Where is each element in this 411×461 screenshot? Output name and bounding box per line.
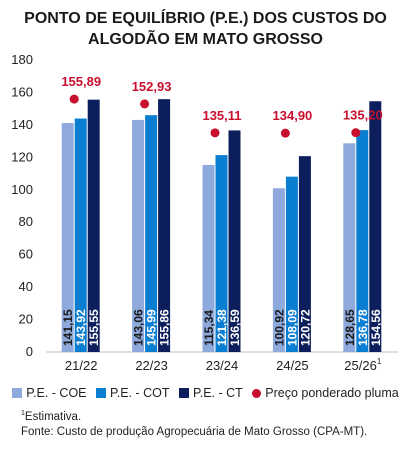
legend-item-preco: Preço ponderado pluma <box>252 385 399 400</box>
bar-value-label: 120,72 <box>298 309 312 346</box>
bar-value-label: 145,99 <box>145 309 159 346</box>
legend-marker-preco <box>252 388 262 398</box>
bar-value-label: 143,92 <box>74 309 88 346</box>
y-tick-label: 0 <box>26 344 33 359</box>
bar <box>215 155 228 352</box>
y-tick-label: 140 <box>11 117 33 132</box>
bar <box>202 164 215 352</box>
legend-item-cot: P.E. - COT <box>96 386 170 400</box>
bar <box>74 118 87 352</box>
x-tick-superscript: 1 <box>377 357 382 366</box>
y-tick-label: 40 <box>19 279 33 294</box>
y-tick-label: 20 <box>19 312 33 327</box>
price-point-label: 134,90 <box>273 108 313 123</box>
legend-swatch-ct <box>179 387 189 398</box>
price-point <box>140 99 150 109</box>
bar <box>145 115 158 352</box>
bar-value-label: 155,86 <box>158 309 172 346</box>
legend-label-preco: Preço ponderado pluma <box>265 385 399 400</box>
bar-value-label: 121,38 <box>215 309 229 346</box>
x-tick-label: 23/24 <box>206 358 239 373</box>
footnote: 1Estimativa. Fonte: Custo de produção Ag… <box>21 410 367 440</box>
bar <box>298 156 311 352</box>
bar-value-label: 155,55 <box>87 309 101 346</box>
bar <box>61 123 74 352</box>
price-point-label: 135,20 <box>343 108 383 123</box>
bar <box>285 176 298 352</box>
x-tick-label: 25/261 <box>344 357 382 373</box>
legend-label-coe: P.E. - COE <box>26 385 87 400</box>
price-point-label: 152,93 <box>132 79 172 94</box>
legend-label-ct: P.E. - CT <box>193 385 243 400</box>
bar <box>272 188 285 352</box>
bar <box>132 119 145 352</box>
bar-value-label: 141,15 <box>61 309 75 346</box>
y-tick-label: 160 <box>11 84 33 99</box>
bar <box>228 130 241 352</box>
y-tick-label: 60 <box>19 247 33 262</box>
legend-item-coe: P.E. - COE <box>12 385 87 400</box>
legend-label-cot: P.E. - COT <box>110 385 170 400</box>
bar-value-label: 115,34 <box>202 310 216 346</box>
bar-value-label: 136,59 <box>228 309 242 346</box>
x-tick-label: 24/25 <box>276 358 309 373</box>
x-tick-label: 22/23 <box>135 358 168 373</box>
footnote-source: Fonte: Custo de produção Agropecuária de… <box>21 426 368 438</box>
bar-value-label: 100,92 <box>272 309 286 346</box>
y-tick-label: 100 <box>11 182 33 197</box>
bar <box>343 143 356 352</box>
bar-value-label: 143,06 <box>132 309 146 346</box>
footnote-estimate-text: Estimativa. <box>24 411 82 423</box>
bar-value-label: 154,56 <box>369 309 383 346</box>
price-point <box>210 128 220 138</box>
bar <box>356 130 369 352</box>
price-point-label: 155,89 <box>61 74 101 89</box>
y-tick-label: 180 <box>11 52 33 67</box>
chart-title-line-2: ALGODÃO EM MATO GROSSO <box>88 31 323 48</box>
bar <box>87 99 100 352</box>
price-point <box>69 94 79 104</box>
chart-legend: P.E. - COE P.E. - COT P.E. - CT Preço po… <box>0 385 411 400</box>
bar-value-label: 136,78 <box>356 309 370 346</box>
bar <box>158 99 171 352</box>
bar-value-label: 128,65 <box>343 309 357 346</box>
chart-title-line-1: PONTO DE EQUILÍBRIO (P.E.) DOS CUSTOS DO <box>24 10 387 27</box>
price-point <box>280 128 290 138</box>
legend-swatch-coe <box>12 387 23 398</box>
bar-value-label: 108,09 <box>285 309 299 346</box>
legend-swatch-cot <box>96 387 106 398</box>
legend-item-ct: P.E. - CT <box>179 386 243 400</box>
bar <box>369 101 382 352</box>
y-tick-label: 120 <box>11 149 33 164</box>
y-tick-label: 80 <box>19 214 33 229</box>
chart-title: PONTO DE EQUILÍBRIO (P.E.) DOS CUSTOS DO… <box>0 8 411 50</box>
price-point <box>351 128 361 138</box>
footnote-superscript: 1 <box>21 410 25 418</box>
price-point-label: 135,11 <box>202 108 241 123</box>
footnote-estimate: 1Estimativa. <box>21 410 367 425</box>
x-tick-label: 21/22 <box>65 358 98 373</box>
